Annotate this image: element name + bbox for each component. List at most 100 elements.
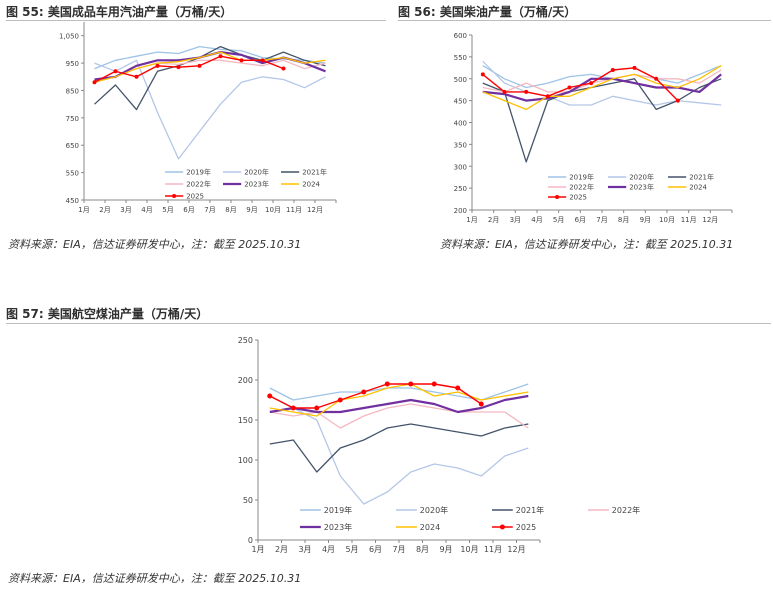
- x-tick-label: 1月: [466, 216, 477, 224]
- y-tick-label: 650: [66, 142, 79, 150]
- series-line-2022年: [482, 69, 722, 93]
- series-line-2021年: [94, 45, 326, 111]
- x-tick-label: 6月: [183, 206, 194, 214]
- legend-label: 2021年: [302, 167, 327, 176]
- y-tick-label: 250: [454, 185, 467, 193]
- series-line-2025: [269, 383, 482, 409]
- legend-label: 2023年: [244, 179, 269, 188]
- x-tick-label: 12月: [307, 206, 323, 214]
- y-tick-label: 150: [238, 416, 253, 425]
- y-tick-label: 100: [238, 456, 253, 465]
- y-tick-label: 1,050: [59, 33, 79, 41]
- series-point-2025: [502, 89, 507, 94]
- series-line-2024: [94, 51, 326, 83]
- legend-marker: [555, 195, 560, 199]
- legend-label: 2024: [302, 180, 320, 188]
- x-tick-label: 2月: [275, 545, 288, 554]
- y-tick-label: 450: [66, 197, 79, 205]
- series-point-2025: [384, 381, 390, 387]
- y-tick-label: 0: [248, 536, 253, 545]
- x-tick-label: 11月: [681, 216, 697, 224]
- series-point-2025: [480, 72, 485, 77]
- legend-marker: [172, 194, 177, 198]
- legend-label: 2025: [186, 192, 204, 200]
- series-point-2025: [113, 69, 118, 74]
- series-point-2025: [337, 397, 343, 403]
- x-tick-label: 6月: [575, 216, 586, 224]
- series-point-2025: [267, 393, 273, 399]
- legend-label: 2024: [420, 523, 440, 532]
- series-point-2025: [545, 94, 550, 99]
- y-tick-label: 450: [454, 98, 467, 106]
- series-line-2020年: [482, 60, 722, 106]
- x-tick-label: 7月: [392, 545, 405, 554]
- x-tick-label: 4月: [322, 545, 335, 554]
- y-tick-label: 250: [238, 336, 253, 345]
- y-tick-label: 200: [454, 207, 467, 215]
- legend-label: 2025: [569, 193, 587, 201]
- series-line-2021年: [482, 78, 722, 163]
- y-tick-label: 500: [454, 76, 467, 84]
- x-tick-label: 7月: [204, 206, 215, 214]
- series-point-2025: [610, 68, 615, 72]
- series-point-2025: [176, 65, 181, 70]
- series-line-2021年: [269, 423, 529, 473]
- y-tick-label: 850: [66, 87, 79, 95]
- chart-jetfuel: 0 50 100 150 200 250 1月 2月 3月 4月 5月 6月 7月 8月 9月 10月 11月 1…: [238, 336, 640, 554]
- chart-diesel: 200 250 300 350 400 450 500 550 600 1月 2月 3月 4月 5月 6月 7…: [454, 32, 733, 224]
- legend-label: 2019年: [186, 167, 211, 176]
- x-tick-label: 2月: [488, 216, 499, 224]
- y-tick-label: 750: [66, 115, 79, 123]
- series-point-2025: [155, 63, 160, 68]
- legend-label: 2024: [689, 183, 707, 191]
- series-line-2019年: [94, 45, 326, 70]
- series-line-2025: [94, 55, 284, 83]
- legend-label: 2023年: [324, 522, 352, 532]
- series-point-2025: [260, 58, 265, 63]
- x-tick-label: 4月: [141, 206, 152, 214]
- x-tick-label: 9月: [246, 206, 257, 214]
- figure-57-source: 资料来源：EIA，信达证券研发中心，注：截至 2025.10.31: [8, 572, 302, 585]
- series-point-2025: [632, 65, 637, 70]
- x-tick-label: 10月: [265, 206, 281, 214]
- legend-label: 2020年: [420, 505, 448, 515]
- x-tick-label: 3月: [510, 216, 521, 224]
- legend-label: 2022年: [186, 179, 211, 188]
- legend-label: 2025: [516, 523, 536, 532]
- x-tick-label: 8月: [225, 206, 236, 214]
- y-tick-label: 600: [454, 32, 467, 40]
- series-point-2025: [218, 54, 223, 59]
- series-point-2025: [408, 381, 414, 387]
- series-point-2025: [134, 74, 139, 79]
- series-point-2025: [197, 63, 202, 68]
- x-tick-label: 3月: [298, 545, 311, 554]
- x-tick-label: 3月: [120, 206, 131, 214]
- series-point-2025: [361, 389, 367, 395]
- x-tick-label: 11月: [484, 545, 502, 554]
- x-tick-label: 8月: [416, 545, 429, 554]
- legend-label: 2022年: [612, 505, 640, 515]
- x-tick-label: 11月: [286, 206, 302, 214]
- series-point-2025: [290, 405, 296, 411]
- figure-55-source: 资料来源：EIA，信达证券研发中心，注：截至 2025.10.31: [8, 238, 302, 251]
- x-tick-label: 5月: [345, 545, 358, 554]
- x-tick-label: 8月: [618, 216, 629, 224]
- series-point-2025: [455, 385, 461, 391]
- y-tick-label: 350: [454, 141, 467, 149]
- series-point-2025: [431, 381, 437, 387]
- y-tick-label: 300: [454, 163, 467, 171]
- series-point-2025: [654, 76, 659, 81]
- legend-label: 2021年: [516, 505, 544, 515]
- series-line-2025: [482, 67, 679, 102]
- x-tick-label: 5月: [162, 206, 173, 214]
- x-tick-label: 12月: [702, 216, 718, 224]
- figure-56-title: 图 56: 美国柴油产量（万桶/天）: [398, 5, 577, 19]
- x-tick-label: 9月: [439, 545, 452, 554]
- series-point-2025: [524, 89, 529, 94]
- series-point-2025: [239, 58, 244, 63]
- chart-gasoline: 450 550 650 750 850 950 1,050 1月 2月 3月 4月 5月 6月 7月 8月 9…: [59, 22, 337, 214]
- x-tick-label: 2月: [99, 206, 110, 214]
- legend-label: 2020年: [629, 172, 654, 181]
- y-tick-label: 50: [243, 496, 253, 505]
- x-tick-label: 10月: [460, 545, 478, 554]
